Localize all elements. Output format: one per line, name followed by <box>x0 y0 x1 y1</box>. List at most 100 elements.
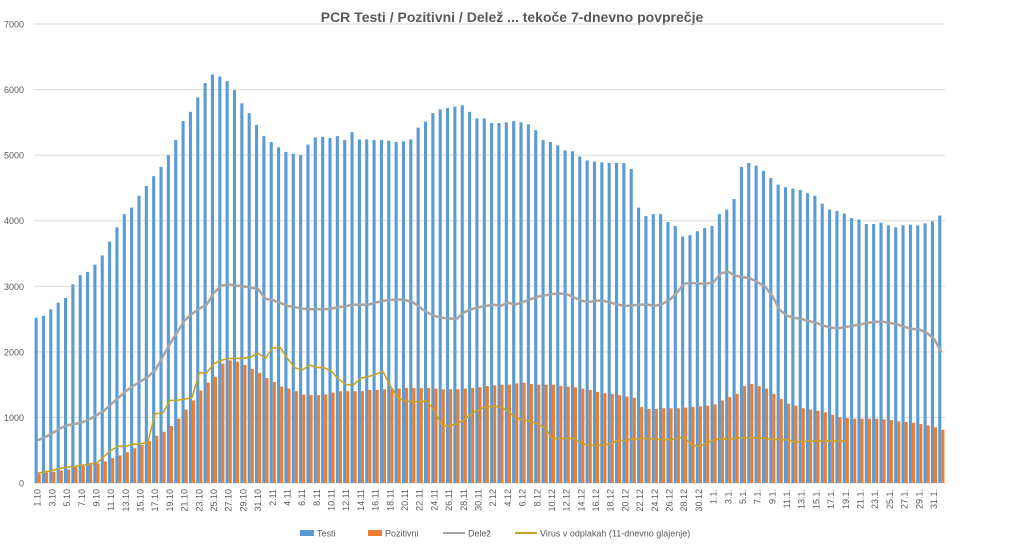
bar <box>188 111 192 483</box>
bar <box>74 467 78 483</box>
bar <box>166 155 170 483</box>
bar <box>507 384 511 483</box>
bar <box>864 223 868 483</box>
bar <box>125 452 129 483</box>
bar <box>225 81 229 483</box>
bar <box>287 388 291 483</box>
bar <box>556 145 560 484</box>
bar <box>210 74 214 484</box>
bar <box>742 385 747 483</box>
bar <box>698 406 702 483</box>
bar <box>541 140 545 483</box>
legend-swatch <box>368 530 382 536</box>
x-tick-label: 29.10 <box>238 489 248 512</box>
x-tick-label: 15.1. <box>811 489 821 509</box>
x-tick-label: 23.1. <box>870 489 880 509</box>
bar <box>515 383 519 483</box>
bar <box>823 412 827 483</box>
bar <box>713 404 717 483</box>
x-tick-label: 31.10 <box>253 489 263 512</box>
bar <box>725 209 729 483</box>
x-tick-label: 13.10 <box>121 489 131 512</box>
bar <box>581 388 585 483</box>
x-tick-label: 13.1. <box>797 489 807 509</box>
x-tick-label: 31.1. <box>929 489 939 509</box>
x-tick-label: 28.12 <box>679 489 689 512</box>
x-tick-label: 25.1. <box>885 489 895 509</box>
bar <box>794 405 798 483</box>
bar <box>816 410 820 483</box>
bar <box>585 160 589 484</box>
bar <box>654 408 658 483</box>
bar <box>250 368 254 483</box>
bar <box>828 209 832 483</box>
bar <box>111 458 115 483</box>
bar <box>309 395 313 483</box>
bar <box>59 470 63 483</box>
x-tick-label: 23.10 <box>194 489 204 512</box>
bar <box>199 390 203 483</box>
x-tick-label: 11.10 <box>106 489 116 511</box>
bar <box>783 187 788 483</box>
bar <box>500 384 504 483</box>
bar <box>346 391 350 483</box>
bar <box>446 107 450 483</box>
bar <box>56 302 60 483</box>
bar <box>659 214 663 483</box>
bar <box>485 385 489 483</box>
x-tick-label: 20.11 <box>400 489 410 511</box>
line <box>37 346 846 474</box>
bar <box>588 389 592 483</box>
bar <box>622 163 626 484</box>
bar <box>897 421 901 483</box>
bar <box>272 382 276 483</box>
y-tick-label: 0 <box>19 479 24 489</box>
bar <box>328 138 332 483</box>
bar <box>662 408 666 483</box>
bar <box>573 387 578 483</box>
bar <box>820 203 824 483</box>
y-tick-label: 3000 <box>4 282 24 292</box>
bar <box>651 214 655 483</box>
bar <box>431 113 435 484</box>
bar <box>688 235 692 483</box>
bar <box>879 222 883 483</box>
chart-title: PCR Testi / Pozitivni / Delež ... tekoče… <box>321 9 704 25</box>
bar <box>71 284 75 483</box>
bar <box>640 406 644 483</box>
x-tick-label: 25.10 <box>209 489 219 512</box>
bar <box>676 408 680 483</box>
bar <box>853 418 857 483</box>
bar <box>754 165 758 484</box>
bar <box>886 225 890 483</box>
bar <box>100 255 104 483</box>
bar <box>603 393 607 483</box>
bar <box>787 403 791 483</box>
bar <box>728 397 732 483</box>
x-tick-label: 2.11 <box>268 489 278 506</box>
bar <box>850 218 854 483</box>
bar <box>570 151 574 484</box>
bar <box>137 195 141 483</box>
bar <box>933 427 938 483</box>
bar <box>262 136 266 483</box>
bar <box>405 387 409 483</box>
bar <box>343 140 347 483</box>
x-tick-label: 30.11 <box>473 489 483 511</box>
bar <box>379 140 383 483</box>
bar <box>96 463 100 483</box>
bar <box>368 389 372 483</box>
bar <box>563 150 567 483</box>
x-tick-label: 24.11 <box>429 489 439 511</box>
bar <box>228 360 232 483</box>
x-tick-label: 7.1. <box>753 489 763 504</box>
bar <box>468 111 472 483</box>
bar <box>265 378 269 483</box>
bar <box>122 214 126 483</box>
bar <box>419 387 423 483</box>
x-tick-label: 6.12 <box>518 489 528 507</box>
x-tick-label: 17.10 <box>150 489 160 512</box>
bar <box>548 142 552 483</box>
x-tick-label: 4.11 <box>282 489 292 506</box>
